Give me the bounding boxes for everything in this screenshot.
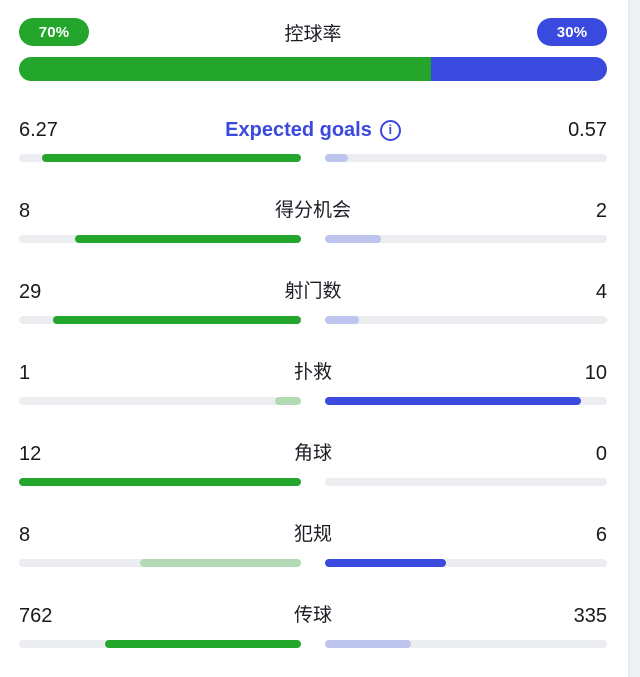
info-icon[interactable]: i xyxy=(379,119,401,141)
stat-row-fouls: 8 犯规 6 xyxy=(19,523,607,567)
stat-row-corners: 12 角球 0 xyxy=(19,442,607,486)
bar-track-home xyxy=(19,397,301,405)
stat-label: 传球 xyxy=(293,605,332,626)
stat-away-value: 4 xyxy=(595,281,607,303)
possession-header: 70% 控球率 30% xyxy=(19,18,607,46)
stat-label: 扑救 xyxy=(293,362,332,383)
possession-away-badge: 30% xyxy=(537,18,607,46)
bar-fill-away xyxy=(325,235,382,243)
bar-track-away xyxy=(325,559,607,567)
stat-home-value: 29 xyxy=(19,281,42,303)
bar-track-away xyxy=(325,154,607,162)
bar-track-away xyxy=(325,235,607,243)
bar-track-away xyxy=(325,640,607,648)
possession-bar xyxy=(19,57,607,81)
bar-track-away xyxy=(325,316,607,324)
possession-home-segment xyxy=(19,57,431,81)
bar-track-home xyxy=(19,559,301,567)
stat-label: 角球 xyxy=(293,443,332,464)
stat-away-value: 6 xyxy=(595,524,607,546)
possession-away-segment xyxy=(430,57,607,81)
stat-label-text: Expected goals xyxy=(225,119,372,141)
stat-row-shots: 29 射门数 4 xyxy=(19,280,607,324)
bar-fill-home xyxy=(19,478,301,486)
possession-label: 控球率 xyxy=(284,23,342,45)
bar-track-home xyxy=(19,235,301,243)
stat-home-value: 1 xyxy=(19,362,31,384)
bar-fill-away xyxy=(325,316,360,324)
stat-away-value: 0.57 xyxy=(568,119,607,141)
bar-track-home xyxy=(19,154,301,162)
stat-home-value: 6.27 xyxy=(19,119,58,141)
stat-label: 得分机会 xyxy=(274,200,351,221)
bar-fill-home xyxy=(139,559,301,567)
bar-track-home xyxy=(19,640,301,648)
stat-away-value: 10 xyxy=(584,362,607,384)
stat-away-value: 0 xyxy=(595,443,607,465)
stat-home-value: 8 xyxy=(19,524,31,546)
bar-fill-home xyxy=(53,316,301,324)
stat-label: Expected goals i xyxy=(109,118,517,142)
bar-fill-home xyxy=(105,640,301,648)
bar-track-home xyxy=(19,316,301,324)
stat-away-value: 335 xyxy=(573,605,607,627)
bar-fill-home xyxy=(42,154,301,162)
bar-fill-home xyxy=(75,235,301,243)
bar-fill-away xyxy=(325,640,411,648)
right-page-gutter xyxy=(628,0,640,677)
stat-row-expected-goals: 6.27 Expected goals i 0.57 xyxy=(19,118,607,162)
stat-row-big-chances: 8 得分机会 2 xyxy=(19,199,607,243)
bar-fill-away xyxy=(325,154,349,162)
bar-track-home xyxy=(19,478,301,486)
bar-track-away xyxy=(325,478,607,486)
bar-fill-away xyxy=(325,397,582,405)
bar-track-away xyxy=(325,397,607,405)
stat-row-passes: 762 传球 335 xyxy=(19,604,607,648)
stat-home-value: 12 xyxy=(19,443,42,465)
bar-fill-home xyxy=(275,397,301,405)
stat-away-value: 2 xyxy=(595,200,607,222)
stat-row-saves: 1 扑救 10 xyxy=(19,361,607,405)
stat-label: 射门数 xyxy=(284,281,342,302)
stat-label: 犯规 xyxy=(293,524,332,545)
bar-fill-away xyxy=(325,559,446,567)
possession-home-badge: 70% xyxy=(19,18,89,46)
stat-home-value: 8 xyxy=(19,200,31,222)
stat-home-value: 762 xyxy=(19,605,53,627)
